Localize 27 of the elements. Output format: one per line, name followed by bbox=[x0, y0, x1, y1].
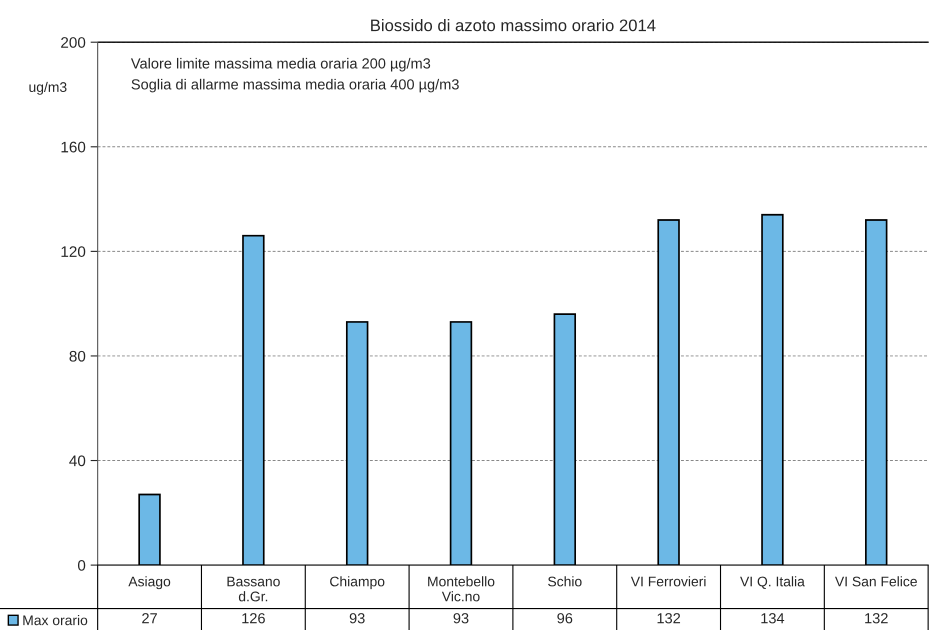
x-tick-label: Bassano d.Gr. bbox=[227, 576, 280, 602]
annotation: Soglia di allarme massima media oraria 400 µg/m3 bbox=[132, 78, 459, 92]
chart-title: Biossido di azoto massimo orario 2014 bbox=[371, 19, 656, 32]
data-label: 134 bbox=[761, 613, 784, 624]
data-label: 93 bbox=[454, 613, 468, 624]
y-tick-label: 200 bbox=[61, 37, 86, 48]
x-tick-label: VI Ferrovieri bbox=[630, 576, 706, 586]
legend-label: Max orario bbox=[23, 615, 88, 626]
x-tick-label: Montebello Vic.no bbox=[428, 576, 494, 602]
y-tick-label: 160 bbox=[62, 142, 86, 152]
data-label: 93 bbox=[350, 613, 365, 624]
y-axis-title: ug/m3 bbox=[29, 82, 67, 95]
data-label: 132 bbox=[658, 613, 680, 624]
y-tick-label: 80 bbox=[70, 350, 86, 362]
data-label: 96 bbox=[557, 613, 572, 624]
x-tick-label: Asiago bbox=[128, 576, 170, 590]
x-tick-label: VI San Felice bbox=[834, 576, 917, 586]
x-tick-label: Chiampo bbox=[330, 576, 384, 590]
y-tick-label: 120 bbox=[62, 246, 86, 258]
annotation: Valore limite massima media oraria 200 µg/m3 bbox=[130, 58, 430, 72]
y-tick-label: 40 bbox=[69, 455, 86, 466]
data-label: 27 bbox=[142, 613, 157, 624]
data-label: 126 bbox=[242, 613, 265, 624]
y-tick-label: 0 bbox=[78, 560, 86, 571]
x-tick-label: VI Q. Italia bbox=[740, 576, 805, 589]
x-tick-label: Schio bbox=[548, 576, 582, 586]
data-label: 132 bbox=[865, 613, 888, 624]
